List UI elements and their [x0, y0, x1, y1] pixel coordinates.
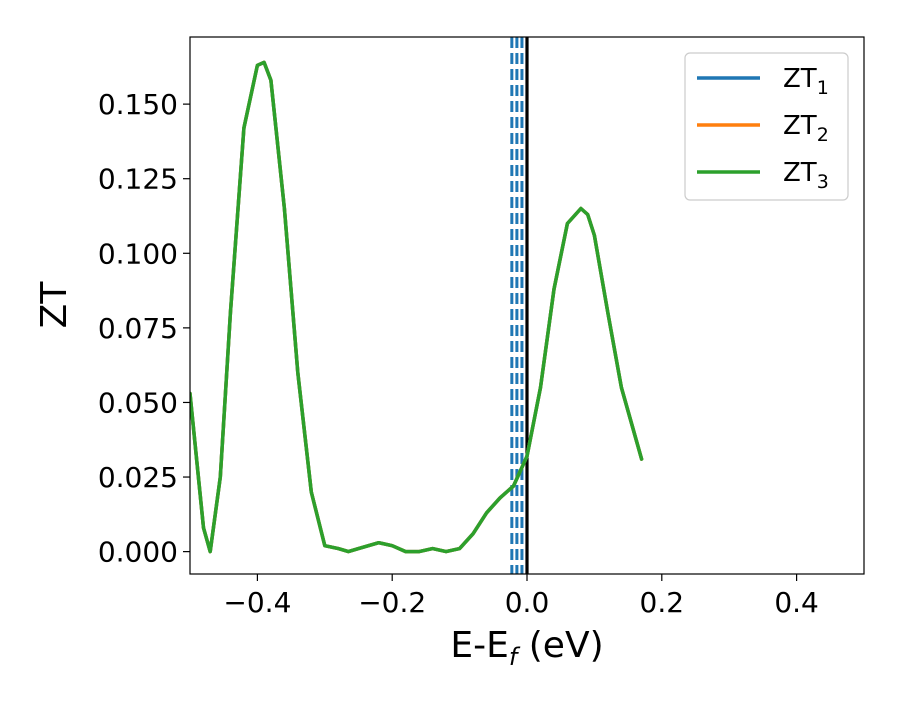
x-axis-ticks: −0.4 −0.2 0.0 0.2 0.4: [223, 574, 819, 619]
x-axis-title-main: E-E: [450, 625, 508, 666]
plot-area: [189, 36, 865, 575]
x-tick-label: 0.0: [505, 586, 550, 619]
y-tick-label: 0.100: [98, 237, 178, 270]
x-tick-label: −0.2: [358, 586, 426, 619]
y-axis-title: ZT: [34, 281, 75, 329]
series-line-zt2: [190, 60, 644, 554]
y-axis-ticks: 0.000 0.025 0.050 0.075 0.100 0.125 0.150: [98, 88, 190, 569]
x-tick-label: 0.2: [640, 586, 685, 619]
series-line-zt3: [190, 60, 644, 554]
y-tick-label: 0.125: [98, 163, 178, 196]
legend: ZT1 ZT2 ZT3: [684, 52, 849, 201]
legend-label-zt1: ZT1: [783, 64, 829, 99]
y-tick-label: 0.075: [98, 312, 178, 345]
x-tick-label: −0.4: [223, 586, 291, 619]
y-tick-label: 0.050: [98, 386, 178, 419]
y-tick-label: 0.025: [98, 461, 178, 494]
legend-label-zt2: ZT2: [783, 111, 829, 146]
series-line-zt1: [190, 60, 644, 554]
legend-label-zt3: ZT3: [783, 158, 829, 193]
series-group: [190, 37, 644, 574]
y-tick-label: 0.000: [98, 536, 178, 569]
x-axis-title-suffix: (eV): [517, 625, 603, 666]
x-tick-label: 0.4: [774, 586, 819, 619]
legend-box: [684, 52, 849, 201]
x-axis-title: E-Ef (eV): [450, 625, 603, 671]
y-tick-label: 0.150: [98, 88, 178, 121]
